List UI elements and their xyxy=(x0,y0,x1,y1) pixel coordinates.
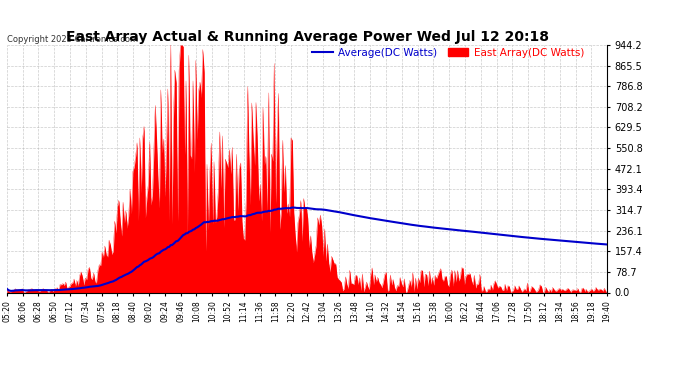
Legend: Average(DC Watts), East Array(DC Watts): Average(DC Watts), East Array(DC Watts) xyxy=(312,48,584,58)
Title: East Array Actual & Running Average Power Wed Jul 12 20:18: East Array Actual & Running Average Powe… xyxy=(66,30,549,44)
Text: Copyright 2023 Cartronics.com: Copyright 2023 Cartronics.com xyxy=(7,35,138,44)
